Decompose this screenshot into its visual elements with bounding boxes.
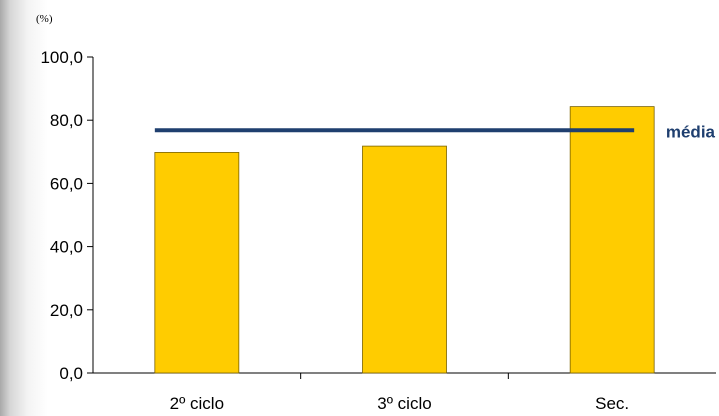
x-category-label: Sec. (595, 394, 629, 413)
bars: 2º ciclo 3º ciclo Sec. (154, 106, 655, 413)
y-tick-label: 80,0 (50, 111, 83, 130)
unit-label: (%) (36, 13, 53, 25)
bar (154, 152, 240, 374)
bar (569, 106, 655, 374)
x-category-label: 3º ciclo (377, 394, 431, 413)
x-category-label: 2º ciclo (170, 394, 224, 413)
average-series: média (154, 122, 716, 141)
y-tick-label: 40,0 (50, 238, 83, 257)
average-label: média (666, 122, 716, 141)
y-tick-label: 20,0 (50, 301, 83, 320)
y-tick-label: 60,0 (50, 174, 83, 193)
y-tick-label: 100,0 (40, 48, 83, 67)
bar (362, 145, 447, 374)
y-tick-label: 0,0 (59, 364, 83, 383)
